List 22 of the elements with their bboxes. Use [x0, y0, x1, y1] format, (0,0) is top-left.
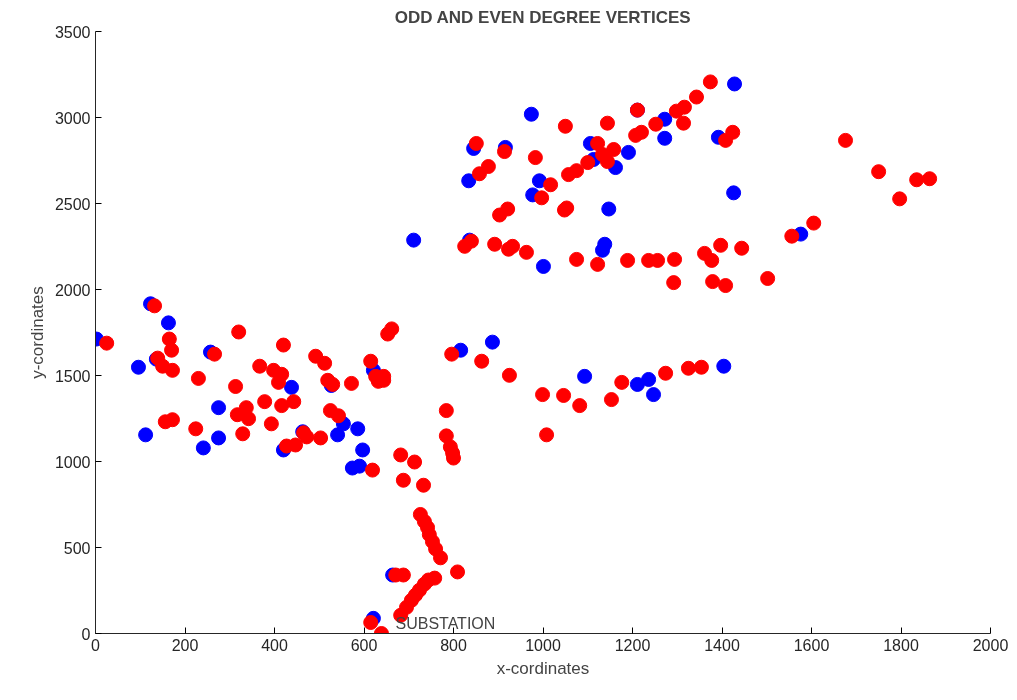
y-tick-label: 0 — [81, 625, 91, 643]
y-tick-label: 2500 — [54, 195, 91, 213]
x-tick-label: 1400 — [704, 636, 740, 654]
y-tick-label: 2000 — [54, 281, 91, 299]
y-tick-label: 1000 — [54, 453, 91, 471]
y-tick-label: 3500 — [54, 23, 91, 41]
x-tick-label: 400 — [261, 636, 288, 654]
x-axis-title: x-cordinates — [496, 658, 590, 678]
annotation: SUBSTATION — [395, 614, 496, 632]
x-tick-label: 600 — [350, 636, 378, 654]
x-tick-label: 1600 — [793, 636, 830, 654]
y-tick-label: 500 — [63, 539, 91, 557]
x-tick-label: 200 — [171, 636, 199, 654]
x-tick-label: 800 — [440, 636, 467, 654]
x-tick-label: 1800 — [883, 636, 919, 654]
x-tick-label: 2000 — [972, 636, 1009, 654]
y-tick-label: 3000 — [54, 109, 91, 127]
x-tick-label: 1000 — [525, 636, 561, 654]
y-tick-label: 1500 — [54, 367, 91, 385]
x-tick-label: 1200 — [614, 636, 651, 654]
y-axis-title: y-cordinates — [27, 286, 47, 379]
chart-title: ODD AND EVEN DEGREE VERTICES — [394, 7, 691, 27]
